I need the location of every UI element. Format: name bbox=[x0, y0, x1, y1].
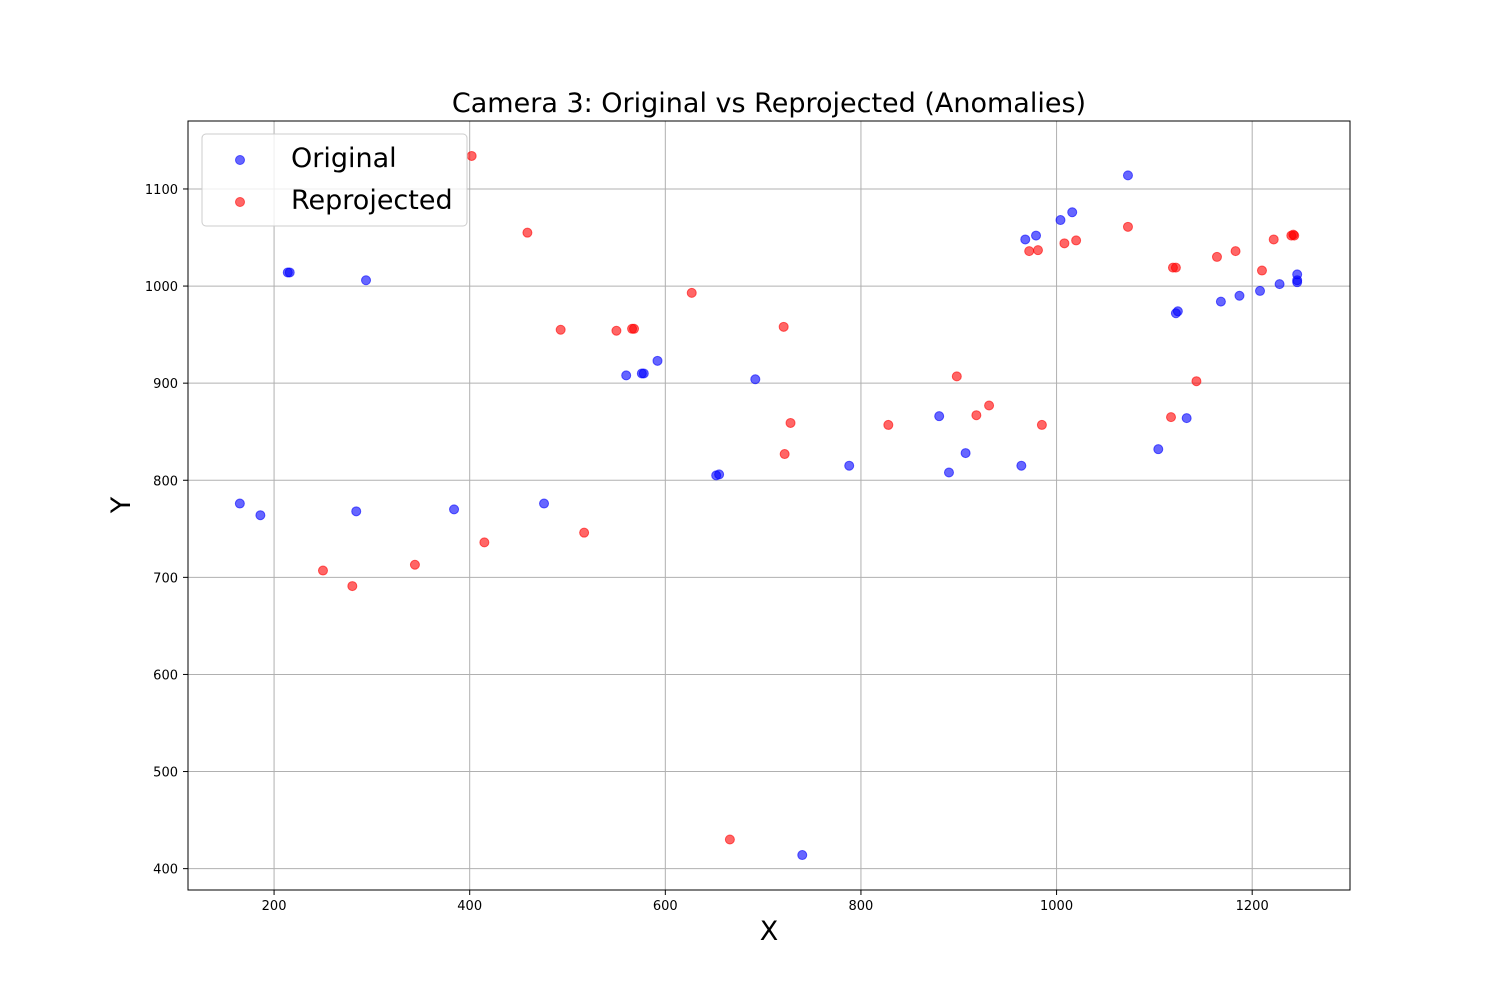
data-point-reprojected bbox=[785, 417, 796, 428]
chart-title: Camera 3: Original vs Reprojected (Anoma… bbox=[452, 88, 1086, 119]
data-point-original bbox=[1122, 170, 1133, 181]
data-point-reprojected bbox=[409, 559, 420, 570]
data-point-original bbox=[1172, 306, 1183, 317]
series-original bbox=[234, 170, 1303, 861]
data-point-reprojected bbox=[522, 227, 533, 238]
data-point-reprojected bbox=[1024, 246, 1035, 257]
data-point-reprojected bbox=[779, 449, 790, 460]
y-axis-label: Y bbox=[106, 496, 137, 514]
data-point-reprojected bbox=[466, 150, 477, 161]
data-point-original bbox=[797, 850, 808, 861]
y-tick-label: 400 bbox=[153, 863, 178, 878]
data-point-original bbox=[1153, 444, 1164, 455]
data-point-original bbox=[1016, 460, 1027, 471]
y-tick-label: 800 bbox=[153, 474, 178, 489]
data-point-original bbox=[844, 460, 855, 471]
data-point-original bbox=[234, 498, 245, 509]
data-point-reprojected bbox=[479, 537, 490, 548]
y-tick-label: 600 bbox=[153, 668, 178, 683]
data-point-original bbox=[1181, 413, 1192, 424]
y-tick-label: 1100 bbox=[145, 183, 178, 198]
x-tick-label: 1200 bbox=[1236, 899, 1269, 914]
legend-label-reprojected: Reprojected bbox=[291, 185, 453, 216]
data-point-original bbox=[1274, 279, 1285, 290]
axis-ticks: 200 400 600 800 1000 1200 400 500 600 700 800 900 10… bbox=[145, 183, 1269, 914]
data-point-original bbox=[1020, 234, 1031, 245]
legend-marker-reprojected bbox=[235, 197, 245, 207]
x-tick-label: 1000 bbox=[1040, 899, 1073, 914]
data-point-original bbox=[934, 411, 945, 422]
data-point-reprojected bbox=[1032, 245, 1043, 256]
plot-area-frame bbox=[187, 120, 1351, 891]
data-point-original bbox=[449, 504, 460, 515]
data-point-reprojected bbox=[1211, 251, 1222, 262]
x-tick-label: 800 bbox=[849, 899, 874, 914]
x-tick-label: 200 bbox=[262, 899, 287, 914]
data-point-original bbox=[284, 267, 295, 278]
data-point-reprojected bbox=[1230, 246, 1241, 257]
data-point-original bbox=[943, 467, 954, 478]
data-points bbox=[234, 150, 1303, 861]
data-point-reprojected bbox=[1166, 412, 1177, 423]
data-point-reprojected bbox=[555, 324, 566, 335]
data-point-reprojected bbox=[611, 325, 622, 336]
data-point-reprojected bbox=[317, 565, 328, 576]
legend: Original Reprojected bbox=[201, 133, 468, 227]
data-point-reprojected bbox=[778, 321, 789, 332]
data-point-original bbox=[1031, 230, 1042, 241]
y-tick-label: 900 bbox=[153, 377, 178, 392]
data-point-original bbox=[351, 506, 362, 517]
data-point-reprojected bbox=[629, 323, 640, 334]
data-point-reprojected bbox=[1036, 419, 1047, 430]
data-point-original bbox=[638, 368, 649, 379]
data-point-reprojected bbox=[1170, 262, 1181, 273]
data-point-original bbox=[361, 275, 372, 286]
legend-marker-original bbox=[235, 155, 245, 165]
y-tick-label: 1000 bbox=[145, 280, 178, 295]
data-point-reprojected bbox=[883, 419, 894, 430]
data-point-reprojected bbox=[1122, 221, 1133, 232]
data-point-original bbox=[1055, 215, 1066, 226]
data-point-reprojected bbox=[579, 527, 590, 538]
data-point-reprojected bbox=[1059, 238, 1070, 249]
x-axis-label: X bbox=[760, 916, 779, 947]
grid bbox=[188, 121, 1350, 890]
y-tick-label: 700 bbox=[153, 571, 178, 586]
legend-label-original: Original bbox=[291, 143, 397, 174]
data-point-original bbox=[750, 374, 761, 385]
data-point-reprojected bbox=[971, 410, 982, 421]
data-point-original bbox=[652, 355, 663, 366]
x-tick-label: 400 bbox=[457, 899, 482, 914]
data-point-original bbox=[960, 448, 971, 459]
data-point-reprojected bbox=[347, 581, 358, 592]
data-point-original bbox=[714, 469, 725, 480]
data-point-original bbox=[539, 498, 550, 509]
data-point-original bbox=[1255, 285, 1266, 296]
data-point-reprojected bbox=[1268, 234, 1279, 245]
x-tick-label: 600 bbox=[653, 899, 678, 914]
data-point-reprojected bbox=[984, 400, 995, 411]
data-point-reprojected bbox=[951, 371, 962, 382]
data-point-reprojected bbox=[1256, 265, 1267, 276]
data-point-reprojected bbox=[724, 834, 735, 845]
data-point-original bbox=[1292, 269, 1303, 280]
data-point-original bbox=[1067, 207, 1078, 218]
data-point-reprojected bbox=[1289, 230, 1300, 241]
series-reprojected bbox=[317, 150, 1300, 845]
data-point-reprojected bbox=[1071, 235, 1082, 246]
data-point-original bbox=[621, 370, 632, 381]
legend-box bbox=[201, 133, 468, 227]
data-point-original bbox=[1234, 290, 1245, 301]
data-point-reprojected bbox=[1191, 376, 1202, 387]
data-point-reprojected bbox=[686, 287, 697, 298]
data-point-original bbox=[255, 510, 266, 521]
y-tick-label: 500 bbox=[153, 766, 178, 781]
data-point-original bbox=[1215, 296, 1226, 307]
